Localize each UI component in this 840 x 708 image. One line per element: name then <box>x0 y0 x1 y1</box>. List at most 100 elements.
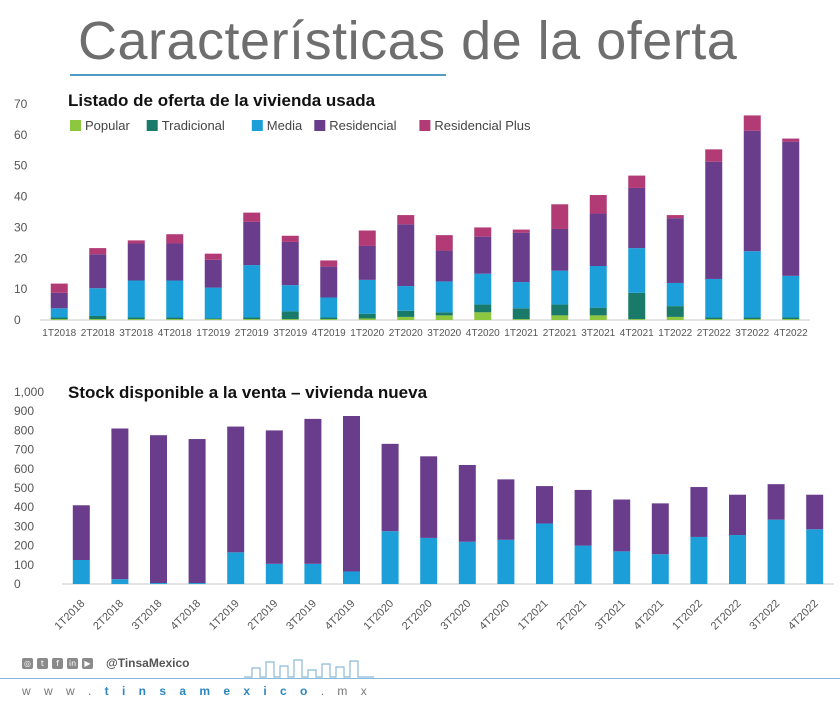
legend-swatch <box>146 120 158 131</box>
bar-segment <box>782 138 800 142</box>
x-tick-label: 3T2018 <box>119 328 153 339</box>
bar-segment <box>243 319 261 320</box>
x-tick-label: 3T2019 <box>273 328 307 339</box>
x-tick-label: 1T2020 <box>350 328 384 339</box>
bar-segment <box>666 215 684 219</box>
bar-segment <box>435 312 453 316</box>
x-tick-label: 1T2018 <box>42 328 76 339</box>
bar-segment <box>89 248 107 255</box>
legend-swatch <box>314 120 326 131</box>
bar-segment <box>72 560 90 584</box>
bar-segment <box>497 479 515 540</box>
instagram-icon[interactable]: ◎ <box>22 658 33 669</box>
bar-segment <box>166 319 184 320</box>
twitter-icon[interactable]: t <box>37 658 48 669</box>
x-tick-label: 4T2022 <box>786 598 821 633</box>
bar-segment <box>474 312 492 320</box>
y-tick-label: 60 <box>14 128 28 142</box>
bar-segment <box>281 235 299 242</box>
x-tick-label: 1T2022 <box>658 328 692 339</box>
bar-segment <box>111 579 129 584</box>
bar-segment <box>204 253 222 260</box>
x-tick-label: 2T2020 <box>400 598 435 633</box>
bar-segment <box>782 319 800 320</box>
y-tick-label: 800 <box>14 423 34 437</box>
bar-segment <box>690 536 708 584</box>
bar-segment <box>320 260 338 267</box>
bar-segment <box>188 583 206 584</box>
bar-segment <box>381 443 399 532</box>
bar-segment <box>381 531 399 584</box>
x-tick-label: 4T2020 <box>466 328 500 339</box>
bar-segment <box>397 286 415 311</box>
bar-segment <box>127 240 145 244</box>
bar-segment <box>166 234 184 244</box>
bar-segment <box>589 213 607 266</box>
bar-segment <box>497 539 515 584</box>
legend-label: Residencial Plus <box>434 118 531 133</box>
bar-segment <box>265 430 283 564</box>
legend-label: Media <box>267 118 303 133</box>
bar-segment <box>50 317 68 320</box>
bar-segment <box>358 318 376 320</box>
y-tick-label: 40 <box>14 190 28 204</box>
bar-segment <box>512 319 530 320</box>
bar-segment <box>474 304 492 313</box>
x-tick-label: 3T2021 <box>593 598 628 633</box>
bar-segment <box>150 435 167 584</box>
bar-segment <box>50 292 68 309</box>
bar-segment <box>243 212 261 222</box>
bar-segment <box>281 285 299 312</box>
bar-segment <box>166 243 184 281</box>
bar-segment <box>127 280 145 318</box>
x-tick-label: 1T2021 <box>504 328 538 339</box>
bar-segment <box>782 317 800 320</box>
linkedin-icon[interactable]: in <box>67 658 78 669</box>
bar-segment <box>589 315 607 320</box>
bar-segment <box>782 275 800 318</box>
social-handle: @TinsaMexico <box>106 656 190 670</box>
bar-segment <box>89 319 107 320</box>
x-tick-label: 2T2022 <box>697 328 731 339</box>
bar-segment <box>651 554 669 584</box>
bar-segment <box>420 456 438 538</box>
bar-segment <box>743 130 761 252</box>
bar-segment <box>743 319 761 320</box>
social-icons: ◎ t f in ▶ <box>22 658 93 669</box>
bar-segment <box>397 215 415 225</box>
legend-swatch <box>251 120 263 131</box>
bar-segment <box>358 313 376 319</box>
chart-stock-vivienda-nueva: Stock disponible a la venta – vivienda n… <box>14 383 834 633</box>
title-underline <box>70 74 446 76</box>
bar-segment <box>551 204 569 229</box>
bar-segment <box>166 317 184 320</box>
x-tick-label: 3T2020 <box>427 328 461 339</box>
bar-segment <box>50 308 68 318</box>
bar-segment <box>589 307 607 316</box>
bar-segment <box>243 265 261 318</box>
bar-segment <box>651 503 669 555</box>
y-tick-label: 10 <box>14 282 28 296</box>
y-tick-label: 600 <box>14 462 34 476</box>
x-tick-label: 3T2018 <box>130 598 165 633</box>
bar-segment <box>89 254 107 289</box>
bar-segment <box>729 535 746 584</box>
bar-segment <box>204 259 222 288</box>
bar-segment <box>666 306 684 317</box>
y-tick-label: 500 <box>14 481 34 495</box>
facebook-icon[interactable]: f <box>52 658 63 669</box>
bar-segment <box>782 141 800 276</box>
website-url[interactable]: w w w . t i n s a m e x i c o . m x <box>22 684 372 698</box>
youtube-icon[interactable]: ▶ <box>82 658 93 669</box>
bar-segment <box>613 551 631 584</box>
bar-segment <box>705 319 723 320</box>
bar-segment <box>474 273 492 305</box>
x-tick-label: 4T2019 <box>312 328 346 339</box>
bar-segment <box>574 489 592 546</box>
bar-segment <box>767 484 785 520</box>
bar-segment <box>806 529 824 584</box>
bar-segment <box>705 149 723 162</box>
x-tick-label: 4T2021 <box>620 328 654 339</box>
bar-segment <box>551 228 569 271</box>
bar-segment <box>589 195 607 214</box>
